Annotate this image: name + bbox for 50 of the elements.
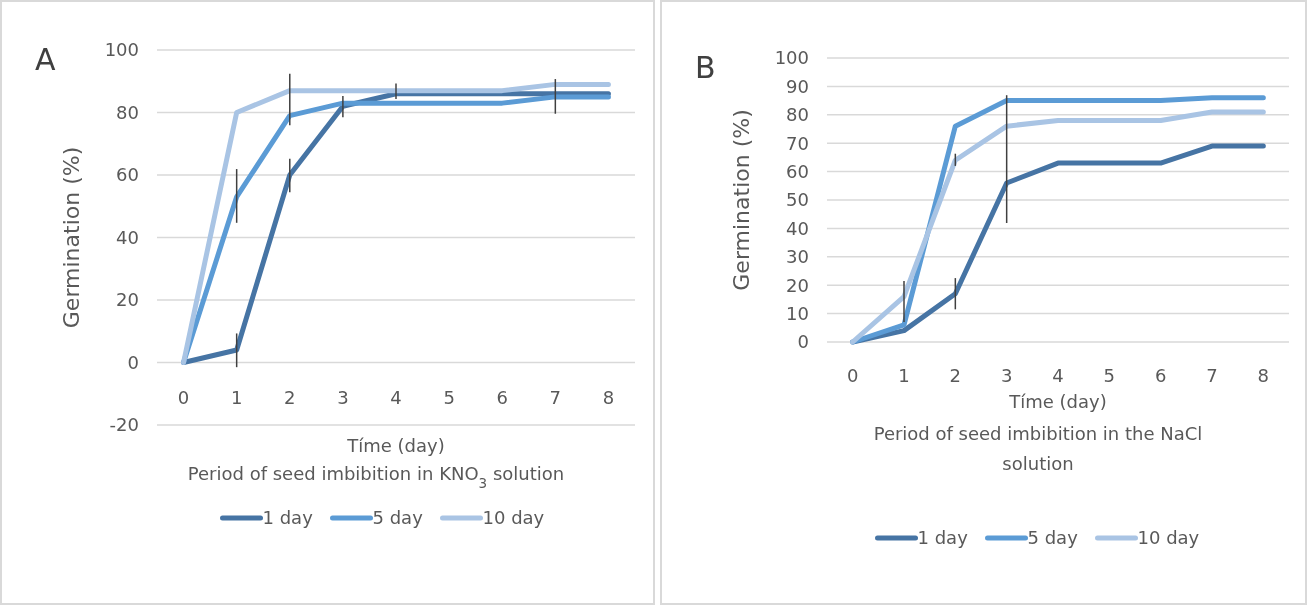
x-tick-label: 8 [602, 387, 615, 409]
y-tick-label: 80 [786, 104, 809, 126]
y-tick-label: 0 [127, 351, 139, 373]
x-tick-label: 1 [898, 365, 910, 387]
x-tick-label: 7 [1206, 365, 1218, 387]
y-tick-label: 40 [116, 226, 139, 248]
x-tick-label: 0 [846, 365, 859, 387]
legend-label: 1 day [917, 527, 969, 549]
x-tick-label: 5 [1103, 365, 1116, 387]
y-tick-label: 10 [786, 302, 809, 324]
y-tick-label: 70 [786, 132, 809, 154]
legend-label: 5 day [1027, 527, 1079, 549]
y-tick-label: -20 [109, 414, 139, 436]
legend-title: Period of seed imbibition in the NaCl solution [873, 423, 1203, 474]
x-tick-label: 8 [1257, 365, 1270, 387]
y-tick-label: 100 [774, 47, 809, 69]
y-tick-label: 60 [786, 160, 809, 182]
x-axis-title: Tíme (day) [346, 435, 445, 456]
x-tick-label: 4 [1052, 365, 1064, 387]
y-tick-label: 40 [786, 217, 809, 239]
x-tick-label: 1 [230, 387, 243, 409]
legend-label: 5 day [372, 507, 424, 529]
y-tick-label: 50 [786, 189, 809, 211]
y-tick-label: 80 [116, 101, 139, 123]
y-axis-title: Germination (%) [729, 109, 754, 291]
x-axis-title: Tíme (day) [1008, 391, 1107, 412]
y-tick-label: 90 [786, 75, 809, 97]
y-tick-label: 0 [797, 331, 809, 353]
legend-label: 10 day [1137, 527, 1200, 549]
y-tick-label: 60 [116, 164, 139, 186]
chart-title: A [35, 42, 56, 77]
y-axis-title: Germination (%) [59, 146, 84, 329]
y-tick-label: 100 [104, 39, 139, 61]
y-tick-label: 20 [116, 289, 139, 311]
chart-title: B [695, 50, 716, 85]
x-tick-label: 3 [1000, 365, 1013, 387]
legend-label: 1 day [262, 507, 314, 529]
legend-title: Period of seed imbibition in KNO$_{3}$ solution [187, 463, 565, 491]
y-tick-label: 30 [786, 246, 809, 268]
x-tick-label: 2 [949, 365, 962, 387]
x-tick-label: 7 [549, 387, 562, 409]
x-tick-label: 0 [177, 387, 190, 409]
x-tick-label: 6 [496, 387, 508, 409]
x-tick-label: 4 [390, 387, 402, 409]
y-tick-label: 20 [786, 274, 809, 296]
x-tick-label: 6 [1154, 365, 1167, 387]
x-tick-label: 5 [443, 387, 455, 409]
legend-label: 10 day [482, 507, 545, 529]
x-tick-label: 3 [337, 387, 349, 409]
x-tick-label: 2 [284, 387, 296, 409]
